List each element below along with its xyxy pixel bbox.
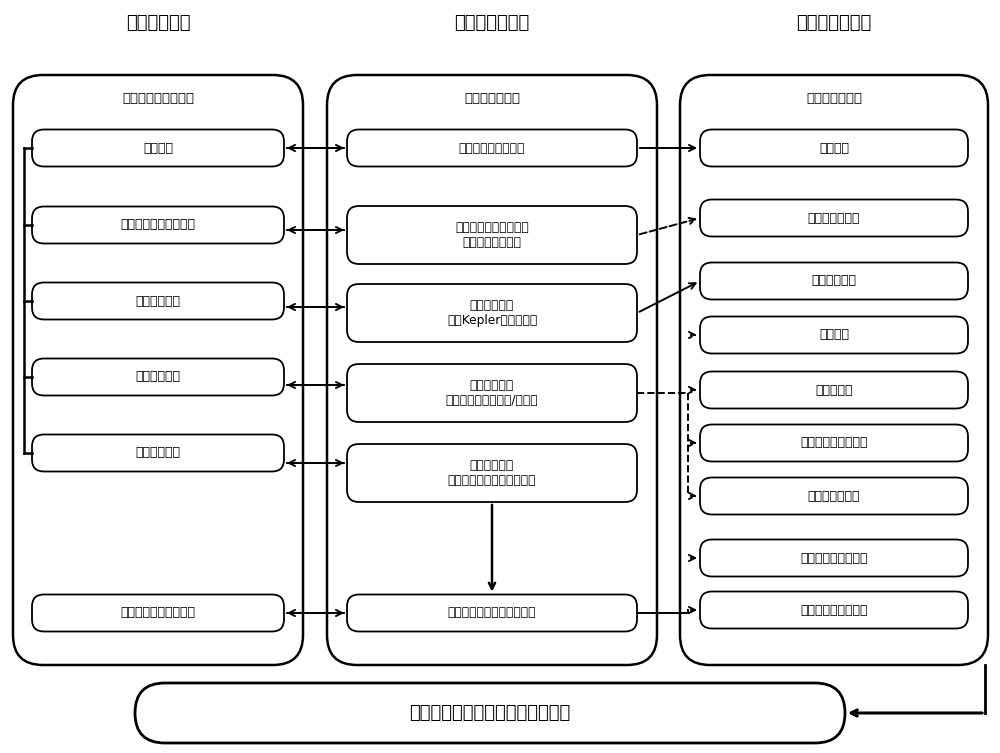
Text: 地物目标反射率: 地物目标反射率	[808, 489, 860, 502]
FancyBboxPatch shape	[700, 539, 968, 577]
Text: 太阳天顶角和方位角: 太阳天顶角和方位角	[800, 551, 868, 565]
FancyBboxPatch shape	[700, 130, 968, 166]
FancyBboxPatch shape	[347, 130, 637, 166]
FancyBboxPatch shape	[700, 263, 968, 300]
Text: 卫星轨道高度: 卫星轨道高度	[812, 275, 856, 288]
Text: 场景仿真和数据生成: 场景仿真和数据生成	[122, 92, 194, 105]
Text: 观测区域高程或海拔: 观测区域高程或海拔	[800, 437, 868, 450]
Text: 特定区域参数
（含观测区域经度和纬度）: 特定区域参数 （含观测区域经度和纬度）	[448, 459, 536, 487]
Text: 观测区域仿真: 观测区域仿真	[136, 447, 180, 459]
Text: 场景时间同步与约束: 场景时间同步与约束	[459, 142, 525, 154]
FancyBboxPatch shape	[32, 130, 284, 166]
FancyBboxPatch shape	[700, 592, 968, 629]
Text: 指令和数据交互: 指令和数据交互	[454, 14, 530, 32]
Text: 指标确定和分析: 指标确定和分析	[796, 14, 872, 32]
Text: 观测天顶角和方位角: 观测天顶角和方位角	[800, 603, 868, 617]
FancyBboxPatch shape	[700, 425, 968, 462]
FancyBboxPatch shape	[347, 595, 637, 632]
Text: 卫星平台和遥感器参数
（含安装矩阵等）: 卫星平台和遥感器参数 （含安装矩阵等）	[455, 221, 529, 249]
Text: 气溶胶模式: 气溶胶模式	[815, 383, 853, 397]
Text: 场景时间: 场景时间	[143, 142, 173, 154]
FancyBboxPatch shape	[327, 75, 657, 665]
FancyBboxPatch shape	[13, 75, 303, 665]
FancyBboxPatch shape	[700, 200, 968, 236]
FancyBboxPatch shape	[347, 444, 637, 502]
Text: 卫星和遥感器建模仿真: 卫星和遥感器建模仿真	[120, 218, 196, 231]
Text: 卫星姿态仿真: 卫星姿态仿真	[136, 370, 180, 383]
Text: 遥感器谱段参数: 遥感器谱段参数	[808, 212, 860, 224]
FancyBboxPatch shape	[32, 282, 284, 319]
Text: 指令和数据交互: 指令和数据交互	[464, 92, 520, 105]
FancyBboxPatch shape	[680, 75, 988, 665]
Text: 卫星轨道仿真: 卫星轨道仿真	[136, 294, 180, 307]
FancyBboxPatch shape	[700, 316, 968, 353]
FancyBboxPatch shape	[32, 206, 284, 243]
Text: 遥感器视场内地物目标位置: 遥感器视场内地物目标位置	[448, 606, 536, 620]
FancyBboxPatch shape	[347, 284, 637, 342]
Text: 卫星姿态参数
（含姿态角或四元数/转序）: 卫星姿态参数 （含姿态角或四元数/转序）	[446, 379, 538, 407]
FancyBboxPatch shape	[347, 206, 637, 264]
FancyBboxPatch shape	[135, 683, 845, 743]
FancyBboxPatch shape	[700, 371, 968, 408]
Text: 卫星轨道参数
（含Kepler轨道根数）: 卫星轨道参数 （含Kepler轨道根数）	[447, 299, 537, 327]
Text: 成像时刻: 成像时刻	[819, 142, 849, 154]
Text: 光学遥感器接收的表观光谱辐亮度: 光学遥感器接收的表观光谱辐亮度	[409, 704, 571, 722]
FancyBboxPatch shape	[347, 364, 637, 422]
Text: 指标确定和分析: 指标确定和分析	[806, 92, 862, 105]
Text: 大气模式: 大气模式	[819, 328, 849, 342]
FancyBboxPatch shape	[32, 434, 284, 471]
FancyBboxPatch shape	[32, 595, 284, 632]
Text: 场景创建仿真: 场景创建仿真	[126, 14, 190, 32]
Text: 地物目标动态创建仿真: 地物目标动态创建仿真	[120, 606, 196, 620]
FancyBboxPatch shape	[32, 358, 284, 395]
FancyBboxPatch shape	[700, 477, 968, 514]
